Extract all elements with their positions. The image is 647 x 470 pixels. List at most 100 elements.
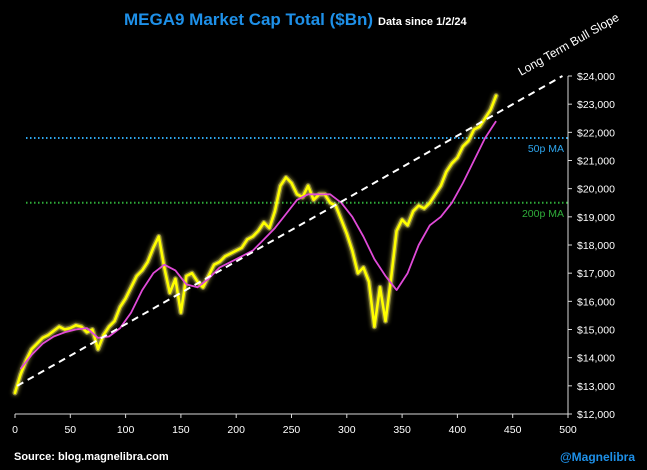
price-series-point bbox=[423, 207, 426, 210]
price-series-point bbox=[401, 218, 403, 221]
reference-line-label: 200p MA bbox=[522, 208, 564, 220]
price-series-point bbox=[124, 297, 127, 300]
source-note: Source: blog.magnelibra.com bbox=[14, 451, 169, 463]
price-series-point bbox=[484, 117, 486, 120]
price-series-point bbox=[257, 230, 260, 232]
price-series-point bbox=[52, 330, 55, 332]
price-series-point bbox=[412, 210, 415, 213]
y-tick-label: $13,000 bbox=[577, 381, 615, 393]
price-series-point bbox=[58, 325, 61, 328]
price-series-point bbox=[152, 246, 155, 249]
price-series-point bbox=[356, 272, 359, 275]
price-series-point bbox=[274, 210, 276, 213]
price-series-point bbox=[495, 94, 498, 97]
price-series-point bbox=[279, 184, 282, 187]
price-series-point bbox=[146, 261, 149, 263]
price-series-point bbox=[439, 184, 442, 187]
moving-average-line bbox=[19, 120, 497, 370]
price-series-line bbox=[13, 94, 498, 395]
x-tick-label: 250 bbox=[283, 424, 301, 436]
y-tick-label: $17,000 bbox=[577, 268, 615, 280]
x-tick-label: 300 bbox=[338, 424, 356, 436]
y-tick-label: $14,000 bbox=[577, 353, 615, 365]
price-series-point bbox=[130, 286, 133, 289]
x-tick-label: 450 bbox=[504, 424, 522, 436]
price-series-point bbox=[36, 342, 39, 345]
price-series-point bbox=[19, 373, 22, 376]
price-series-point bbox=[351, 249, 354, 252]
price-series-point bbox=[229, 252, 232, 255]
price-series-point bbox=[119, 306, 121, 308]
y-tick-label: $18,000 bbox=[577, 240, 615, 252]
x-tick-label: 500 bbox=[559, 424, 577, 436]
price-series-point bbox=[47, 334, 50, 337]
price-series-point bbox=[97, 348, 99, 351]
price-series-point bbox=[445, 170, 448, 173]
price-series-point bbox=[213, 263, 215, 266]
price-series-point bbox=[489, 108, 492, 111]
price-series-point bbox=[417, 204, 420, 207]
y-tick-label: $23,000 bbox=[577, 99, 615, 111]
price-series-point bbox=[296, 193, 298, 196]
price-series-point bbox=[262, 221, 265, 224]
price-series-point bbox=[80, 325, 83, 328]
price-series-point bbox=[290, 182, 293, 184]
price-series-point bbox=[390, 277, 392, 280]
price-series-point bbox=[478, 125, 481, 128]
price-series-point bbox=[462, 145, 464, 148]
price-series-point bbox=[91, 328, 94, 331]
x-tick-label: 0 bbox=[12, 424, 18, 436]
price-series-point bbox=[268, 227, 271, 230]
price-series-point bbox=[174, 277, 177, 280]
price-series-point bbox=[157, 235, 160, 238]
x-tick-label: 400 bbox=[449, 424, 467, 436]
price-series-point bbox=[135, 275, 138, 277]
x-tick-label: 200 bbox=[227, 424, 245, 436]
x-tick-label: 100 bbox=[117, 424, 135, 436]
price-series-point bbox=[63, 328, 66, 331]
chart-title: MEGA9 Market Cap Total ($Bn) bbox=[124, 10, 374, 29]
price-series-point bbox=[218, 261, 221, 263]
y-tick-label: $12,000 bbox=[577, 409, 615, 421]
price-series-point bbox=[108, 325, 110, 328]
price-series-point bbox=[191, 272, 193, 275]
price-series-point bbox=[251, 235, 254, 238]
y-tick-label: $15,000 bbox=[577, 325, 615, 337]
price-series-point bbox=[312, 199, 315, 201]
price-series-point bbox=[384, 320, 387, 322]
price-series-glow bbox=[12, 93, 499, 396]
price-series-point bbox=[14, 391, 16, 394]
price-series-point bbox=[224, 255, 227, 258]
trend-line bbox=[16, 75, 563, 387]
price-series-point bbox=[240, 246, 243, 249]
price-series-point bbox=[434, 193, 437, 196]
price-series-point bbox=[345, 232, 348, 235]
x-tick-label: 50 bbox=[64, 424, 76, 436]
price-series-point bbox=[168, 291, 171, 294]
price-series-point bbox=[368, 280, 370, 283]
chart-subtitle: Data since 1/2/24 bbox=[378, 16, 467, 28]
price-series-point bbox=[202, 286, 204, 289]
price-series-point bbox=[340, 218, 343, 221]
price-series-point bbox=[74, 324, 77, 327]
y-tick-label: $20,000 bbox=[577, 184, 615, 196]
x-tick-label: 150 bbox=[172, 424, 190, 436]
price-series-point bbox=[467, 139, 470, 142]
price-series-point bbox=[373, 325, 376, 328]
price-series-point bbox=[473, 128, 475, 131]
price-series-point bbox=[180, 311, 182, 314]
price-series-point bbox=[362, 266, 365, 269]
price-series-point bbox=[406, 224, 409, 227]
y-tick-label: $19,000 bbox=[577, 212, 615, 224]
reference-line-label: 50p MA bbox=[528, 143, 564, 155]
price-series-point bbox=[307, 184, 309, 187]
y-tick-label: $16,000 bbox=[577, 296, 615, 308]
price-series-point bbox=[69, 327, 72, 329]
trend-line-label: Long Term Bull Slope bbox=[516, 10, 622, 79]
price-series-point bbox=[185, 275, 188, 277]
price-series-point bbox=[235, 249, 238, 252]
price-series-point bbox=[30, 348, 33, 351]
price-series-point bbox=[379, 286, 381, 289]
